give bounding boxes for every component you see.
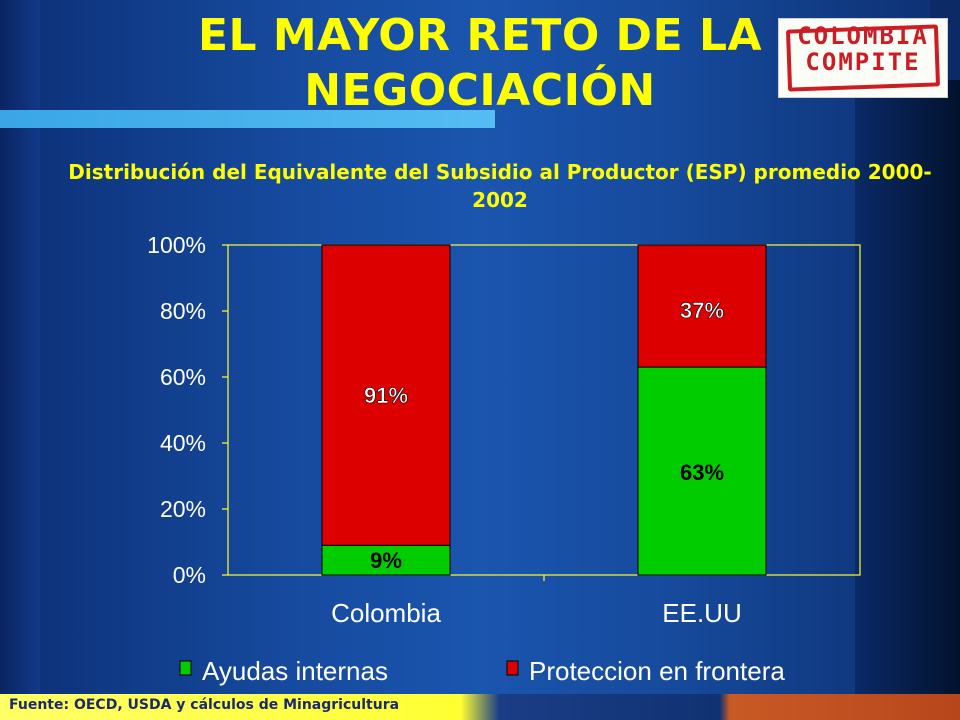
data-label: 37% <box>680 298 724 323</box>
slide-title: EL MAYOR RETO DE LA NEGOCIACIÓN <box>197 10 763 116</box>
legend-label: Proteccion en frontera <box>529 656 785 686</box>
accent-strip <box>0 110 495 128</box>
data-label: 91% <box>364 383 408 408</box>
logo-line-2: COMPITE <box>805 48 921 76</box>
colombia-compite-logo: COLOMBIA COMPITE <box>778 18 948 98</box>
right-band <box>855 80 960 720</box>
bar-proteccion-frontera <box>637 244 767 368</box>
bar-ayudas-internas <box>637 366 767 576</box>
y-tick-label: 60% <box>160 364 206 390</box>
x-category-label: EE.UU <box>662 598 741 628</box>
y-tick-label: 20% <box>160 496 206 522</box>
chart-title: Distribución del Equivalente del Subsidi… <box>68 160 932 212</box>
y-tick-label: 100% <box>147 232 206 258</box>
source-note: Fuente: OECD, USDA y cálculos de Minagri… <box>9 697 400 713</box>
legend-label: Ayudas internas <box>202 656 388 686</box>
source-bar: Fuente: OECD, USDA y cálculos de Minagri… <box>0 694 960 720</box>
logo-line-1: COLOMBIA <box>797 22 929 50</box>
legend-swatch <box>506 660 519 676</box>
legend-swatch <box>179 660 192 676</box>
y-tick-label: 80% <box>160 298 206 324</box>
x-category-label: Colombia <box>331 598 441 628</box>
data-label: 9% <box>370 548 402 573</box>
y-tick-label: 0% <box>173 562 206 588</box>
y-tick-label: 40% <box>160 430 206 456</box>
data-label: 63% <box>680 460 724 485</box>
bar-proteccion-frontera <box>321 244 451 546</box>
